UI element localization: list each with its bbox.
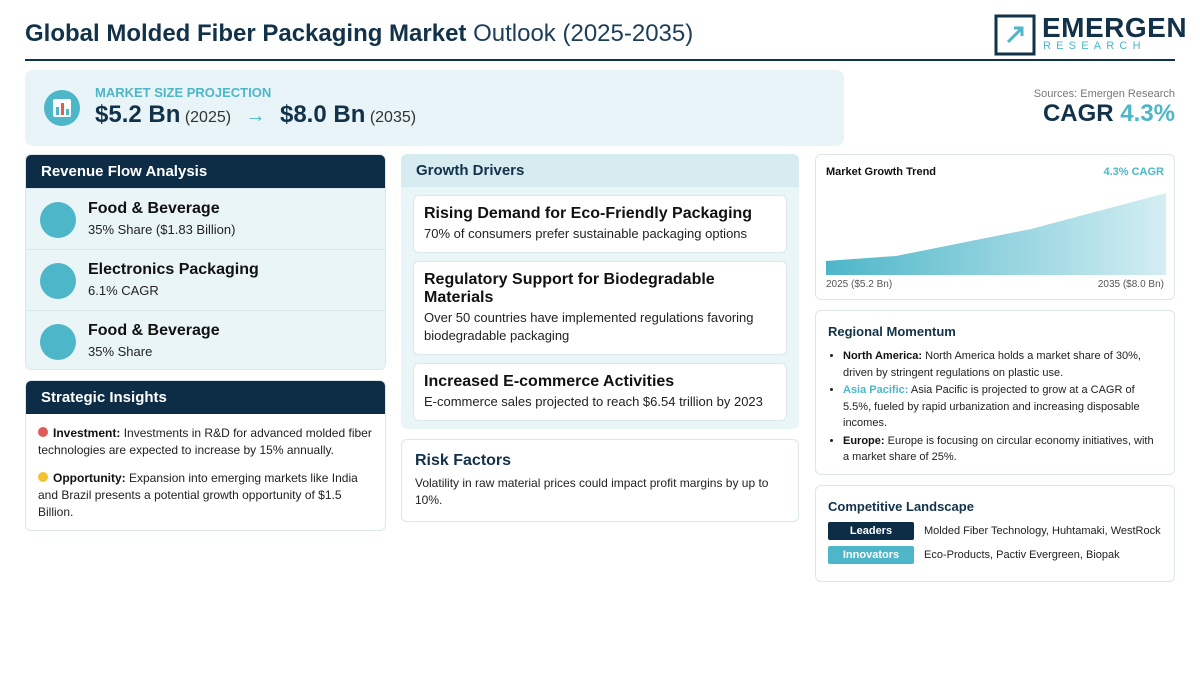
regional-list: North America: North America holds a mar… xyxy=(828,348,1162,466)
competitor-list: Eco-Products, Pactiv Evergreen, Biopak xyxy=(924,549,1120,561)
risk-card: Risk Factors Volatility in raw material … xyxy=(401,439,799,522)
revenue-icon xyxy=(40,263,76,299)
projection-label: MARKET SIZE PROJECTION xyxy=(95,85,272,100)
revenue-icon xyxy=(40,202,76,238)
insight-text: Expansion into emerging markets like Ind… xyxy=(38,471,358,519)
end-value: $8.0 Bn xyxy=(279,101,366,128)
trend-start: 2025 ($5.2 Bn) xyxy=(826,279,893,290)
insight-text: Investments in R&D for advanced molded f… xyxy=(38,426,372,457)
cagr: CAGR 4.3% xyxy=(1043,100,1175,128)
title-rest: Outlook (2025-2035) xyxy=(473,20,694,47)
region-item: Europe: Europe is focusing on circular e… xyxy=(843,433,1162,466)
regional-card: Regional Momentum North America: North A… xyxy=(815,310,1175,475)
start-year: (2025) xyxy=(184,109,232,126)
driver-text: Over 50 countries have implemented regul… xyxy=(424,310,754,343)
projection-icon xyxy=(44,90,80,126)
revenue-name: Food & Beverage xyxy=(88,322,220,339)
trend-end: 2035 ($8.0 Bn) xyxy=(1097,279,1164,290)
revenue-name: Electronics Packaging xyxy=(88,261,259,278)
risk-text: Volatility in raw material prices could … xyxy=(415,476,769,507)
region-name: North America: xyxy=(843,350,923,362)
revenue-item: Food & Beverage 35% Share ($1.83 Billion) xyxy=(26,188,385,249)
competitor-badge: Leaders xyxy=(828,522,914,540)
region-name: Europe: xyxy=(843,434,885,447)
revenue-list: Food & Beverage 35% Share ($1.83 Billion)… xyxy=(26,188,385,369)
source: Sources: Emergen Research xyxy=(1033,88,1175,100)
insight-icon xyxy=(38,427,48,437)
trend-title: Market Growth Trend xyxy=(826,166,937,178)
card-title: Competitive Landscape xyxy=(828,499,974,514)
driver: Increased E-commerce Activities E-commerc… xyxy=(413,363,787,421)
insights-card: Strategic Insights Investment: Investmen… xyxy=(25,380,386,531)
region-text: Asia Pacific is projected to grow at a C… xyxy=(843,384,1140,429)
revenue-item: Food & Beverage 35% Share xyxy=(26,310,385,369)
card-title: Regional Momentum xyxy=(828,324,956,339)
insight-icon xyxy=(38,472,48,482)
competitor-badge: Innovators xyxy=(828,546,914,564)
driver-title: Regulatory Support for Biodegradable Mat… xyxy=(424,271,715,306)
title-bold: Global Molded Fiber Packaging Market xyxy=(25,20,467,47)
competitive-card: Competitive Landscape Leaders Molded Fibe… xyxy=(815,485,1175,582)
card-title: Revenue Flow Analysis xyxy=(26,155,385,188)
arrow: → xyxy=(245,105,266,127)
cagr-value: 4.3% xyxy=(1120,100,1175,127)
logo-main: EMERGEN xyxy=(1042,12,1188,43)
revenue-item: Electronics Packaging 6.1% CAGR xyxy=(26,249,385,310)
revenue-name: Food & Beverage xyxy=(88,200,220,217)
revenue-detail: 35% Share ($1.83 Billion) xyxy=(88,222,236,237)
insights-list: Investment: Investments in R&D for advan… xyxy=(26,425,385,521)
projection-box: MARKET SIZE PROJECTION $5.2 Bn (2025) → … xyxy=(25,70,844,146)
driver-title: Increased E-commerce Activities xyxy=(424,373,675,390)
revenue-detail: 6.1% CAGR xyxy=(88,283,159,298)
trend-card: Market Growth Trend 4.3% CAGR 2025 ($5.2… xyxy=(815,154,1175,300)
end-year: (2035) xyxy=(369,109,417,126)
region-text: Europe is focusing on circular economy i… xyxy=(843,434,1154,464)
start-value: $5.2 Bn xyxy=(95,101,181,128)
driver: Regulatory Support for Biodegradable Mat… xyxy=(413,261,787,355)
card-title: Strategic Insights xyxy=(26,381,385,414)
cagr-label: CAGR xyxy=(1042,100,1114,127)
driver-title: Rising Demand for Eco-Friendly Packaging xyxy=(424,205,753,222)
driver-text: E-commerce sales projected to reach $6.5… xyxy=(424,394,763,409)
header-rule xyxy=(25,59,1175,61)
revenue-flow-card: Revenue Flow Analysis Food & Beverage 35%… xyxy=(25,154,386,370)
projection-values: $5.2 Bn (2025) → $8.0 Bn (2035) xyxy=(95,101,416,129)
drivers-card: Growth Drivers Rising Demand for Eco-Fri… xyxy=(401,154,799,429)
region-name: Asia Pacific: xyxy=(843,384,909,396)
region-text: North America holds a market share of 30… xyxy=(843,350,1141,379)
logo-sub: RESEARCH xyxy=(1043,40,1146,52)
card-title: Growth Drivers xyxy=(401,154,799,187)
driver: Rising Demand for Eco-Friendly Packaging… xyxy=(413,195,787,253)
trend-badge: 4.3% CAGR xyxy=(1103,166,1164,178)
revenue-icon xyxy=(40,324,76,360)
logo-icon xyxy=(994,14,1036,56)
insight-label: Opportunity: xyxy=(53,471,126,485)
region-item: Asia Pacific: Asia Pacific is projected … xyxy=(843,382,1162,432)
header-title: Global Molded Fiber Packaging Market Out… xyxy=(25,20,693,48)
insight: Investment: Investments in R&D for advan… xyxy=(38,425,373,459)
card-title: Risk Factors xyxy=(415,452,512,469)
trend-area xyxy=(826,193,1166,275)
revenue-detail: 35% Share xyxy=(88,344,153,359)
driver-text: 70% of consumers prefer sustainable pack… xyxy=(424,226,748,241)
competitor-list: Molded Fiber Technology, Huhtamaki, West… xyxy=(924,525,1161,537)
region-item: North America: North America holds a mar… xyxy=(843,348,1162,381)
insight: Opportunity: Expansion into emerging mar… xyxy=(38,470,373,521)
insight-label: Investment: xyxy=(53,426,121,440)
